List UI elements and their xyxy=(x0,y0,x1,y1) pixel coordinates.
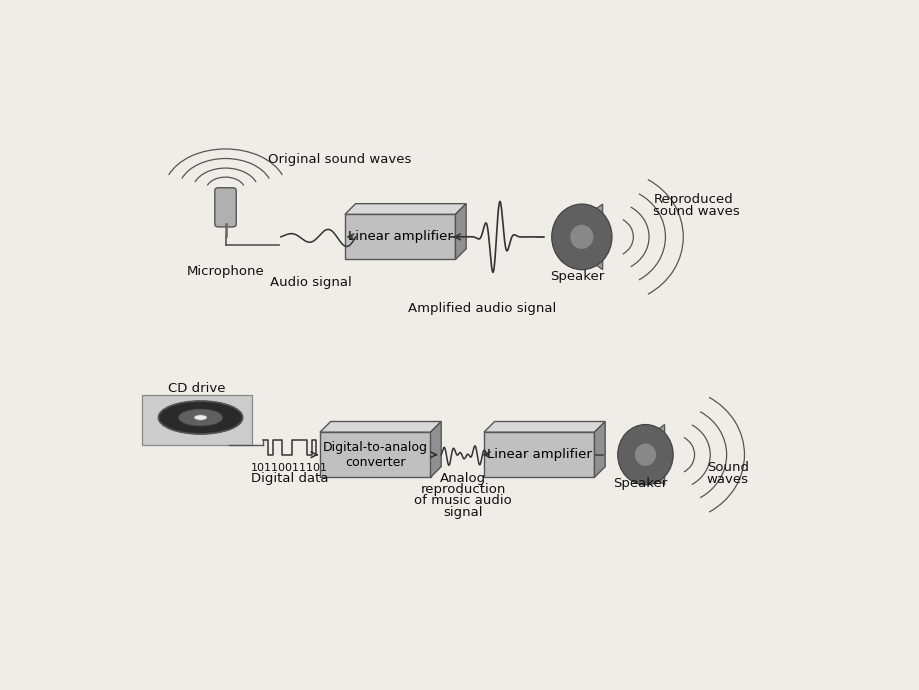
Text: Linear amplifier: Linear amplifier xyxy=(347,230,452,244)
Ellipse shape xyxy=(617,424,673,485)
Polygon shape xyxy=(483,422,605,432)
Text: Amplified audio signal: Amplified audio signal xyxy=(408,302,556,315)
Text: 10110011101: 10110011101 xyxy=(251,463,328,473)
Text: Original sound waves: Original sound waves xyxy=(268,153,411,166)
Text: Microphone: Microphone xyxy=(187,265,264,278)
Text: Speaker: Speaker xyxy=(613,477,667,491)
Text: signal: signal xyxy=(443,506,482,519)
FancyBboxPatch shape xyxy=(553,230,563,243)
Polygon shape xyxy=(345,204,466,215)
Polygon shape xyxy=(455,204,466,259)
Text: Analog: Analog xyxy=(439,472,485,485)
Polygon shape xyxy=(320,422,441,432)
Polygon shape xyxy=(628,424,664,485)
Polygon shape xyxy=(594,422,605,477)
Polygon shape xyxy=(430,422,441,477)
Text: Audio signal: Audio signal xyxy=(270,275,352,288)
Text: CD drive: CD drive xyxy=(168,382,225,395)
Text: Digital-to-analog
converter: Digital-to-analog converter xyxy=(323,441,427,469)
Text: of music audio: of music audio xyxy=(414,495,511,507)
Polygon shape xyxy=(562,204,602,270)
Text: Digital data: Digital data xyxy=(251,472,328,485)
Polygon shape xyxy=(483,432,594,477)
Polygon shape xyxy=(320,432,430,477)
Text: waves: waves xyxy=(706,473,748,486)
FancyBboxPatch shape xyxy=(619,449,629,460)
Text: reproduction: reproduction xyxy=(420,483,505,496)
Text: Sound: Sound xyxy=(706,462,748,475)
Ellipse shape xyxy=(194,415,207,420)
Text: sound waves: sound waves xyxy=(652,206,739,219)
Text: Reproduced: Reproduced xyxy=(652,193,732,206)
Ellipse shape xyxy=(178,409,222,426)
Text: Speaker: Speaker xyxy=(550,270,604,283)
Ellipse shape xyxy=(634,444,655,466)
Ellipse shape xyxy=(551,204,611,270)
Ellipse shape xyxy=(158,401,243,434)
FancyBboxPatch shape xyxy=(215,188,236,227)
Ellipse shape xyxy=(570,225,593,249)
Polygon shape xyxy=(345,215,455,259)
Polygon shape xyxy=(142,395,252,446)
Text: Linear amplifier: Linear amplifier xyxy=(486,448,591,461)
